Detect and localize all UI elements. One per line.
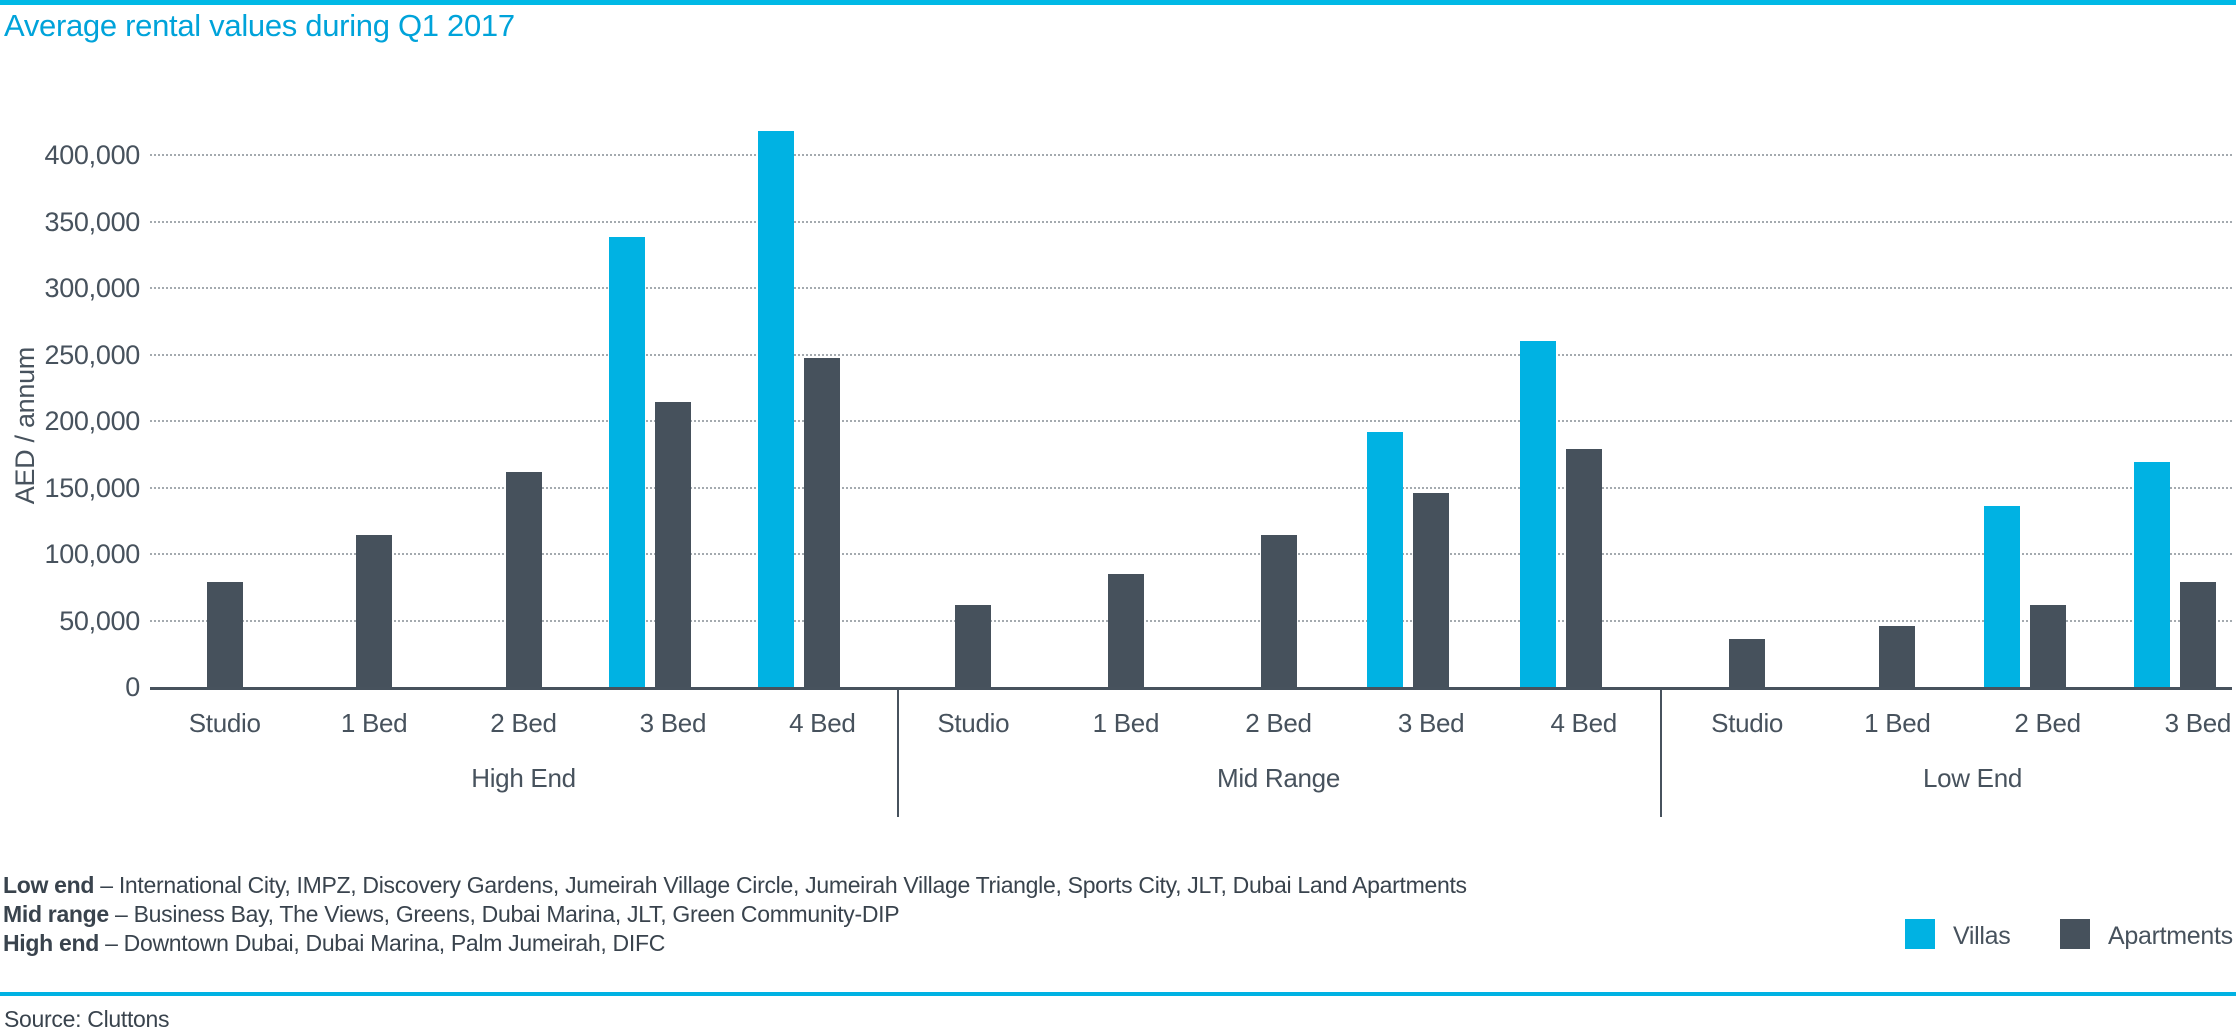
footnote-high-end: High end – Downtown Dubai, Dubai Marina,… — [3, 929, 1467, 958]
legend-label-apartments: Apartments — [2108, 922, 2233, 950]
footnote-lead: Mid range — [3, 901, 109, 927]
category-label: 4 Bed — [1550, 708, 1617, 738]
footnote-low-end: Low end – International City, IMPZ, Disc… — [3, 871, 1467, 900]
top-accent-line — [0, 0, 2236, 5]
category-label: 2 Bed — [490, 708, 557, 738]
gridline — [150, 154, 2232, 156]
bar-villas — [1519, 341, 1556, 687]
bar-apartments — [1729, 639, 1766, 687]
bar-apartments — [1879, 626, 1916, 687]
bar-apartments — [2179, 582, 2216, 687]
y-tick-label: 150,000 — [44, 472, 141, 503]
source-text: Source: Cluttons — [4, 1006, 170, 1032]
bar-apartments — [654, 402, 691, 687]
y-tick-label: 50,000 — [59, 605, 140, 636]
y-tick-label: 100,000 — [44, 539, 141, 569]
gridline — [150, 486, 2232, 489]
section-divider — [897, 687, 899, 817]
chart-title: Average rental values during Q1 2017 — [4, 8, 515, 43]
bar-apartments — [1107, 574, 1144, 687]
footnotes: Low end – International City, IMPZ, Disc… — [3, 871, 1467, 958]
gridline — [150, 553, 2232, 555]
bar-apartments — [356, 535, 393, 687]
category-label: 3 Bed — [2164, 708, 2232, 738]
footnote-mid-range: Mid range – Business Bay, The Views, Gre… — [3, 900, 1467, 929]
bar-villas — [758, 131, 795, 687]
category-label: 1 Bed — [340, 708, 408, 738]
bar-apartments — [804, 358, 841, 687]
category-label: 2 Bed — [2014, 708, 2081, 738]
bar-apartments — [505, 472, 542, 687]
y-tick-label: 250,000 — [44, 339, 141, 370]
gridline — [150, 287, 2232, 289]
gridline — [150, 220, 2232, 223]
gridline — [150, 619, 2232, 622]
category-label: 1 Bed — [1092, 708, 1160, 738]
group-label: Mid Range — [1216, 763, 1341, 793]
bar-apartments — [955, 605, 992, 687]
gridline — [150, 420, 2232, 422]
footnote-text: – Downtown Dubai, Dubai Marina, Palm Jum… — [98, 930, 665, 956]
category-label: Studio — [1711, 708, 1784, 738]
category-label: 1 Bed — [1864, 708, 1931, 738]
bar-villas — [608, 237, 645, 687]
bar-apartments — [2029, 605, 2066, 687]
bar-villas — [2133, 462, 2170, 687]
legend-swatch-villas — [1905, 919, 1935, 949]
x-axis-line — [150, 687, 2232, 690]
bar-villas — [1367, 432, 1404, 687]
category-label: 3 Bed — [1397, 708, 1465, 738]
y-tick-label: 300,000 — [44, 273, 141, 303]
group-label: Low End — [1922, 763, 2023, 793]
gridline — [150, 353, 2232, 356]
y-axis-title: AED / annum — [10, 347, 40, 505]
category-label: 3 Bed — [639, 708, 707, 738]
bar-apartments — [1565, 449, 1602, 687]
bar-apartments — [206, 582, 243, 687]
y-tick-label: 400,000 — [44, 140, 141, 170]
category-label: 4 Bed — [789, 708, 856, 738]
bar-apartments — [1413, 493, 1450, 687]
y-tick-label: 0 — [125, 672, 140, 702]
section-divider — [1660, 687, 1662, 817]
bar-apartments — [1260, 535, 1297, 687]
y-tick-label: 200,000 — [44, 406, 141, 436]
category-label: Studio — [937, 708, 1010, 738]
footnote-text: – International City, IMPZ, Discovery Ga… — [94, 872, 1467, 898]
footnote-lead: High end — [3, 930, 99, 956]
footnote-lead: Low end — [3, 872, 95, 898]
category-label: 2 Bed — [1245, 708, 1312, 738]
legend-swatch-apartments — [2060, 919, 2090, 949]
legend-label-villas: Villas — [1953, 922, 2011, 950]
group-label: High End — [471, 763, 576, 793]
footnote-text: – Business Bay, The Views, Greens, Dubai… — [108, 901, 900, 927]
category-label: Studio — [188, 708, 261, 738]
bar-villas — [1983, 506, 2020, 687]
bottom-accent-line — [0, 992, 2236, 996]
y-tick-label: 350,000 — [44, 206, 141, 237]
